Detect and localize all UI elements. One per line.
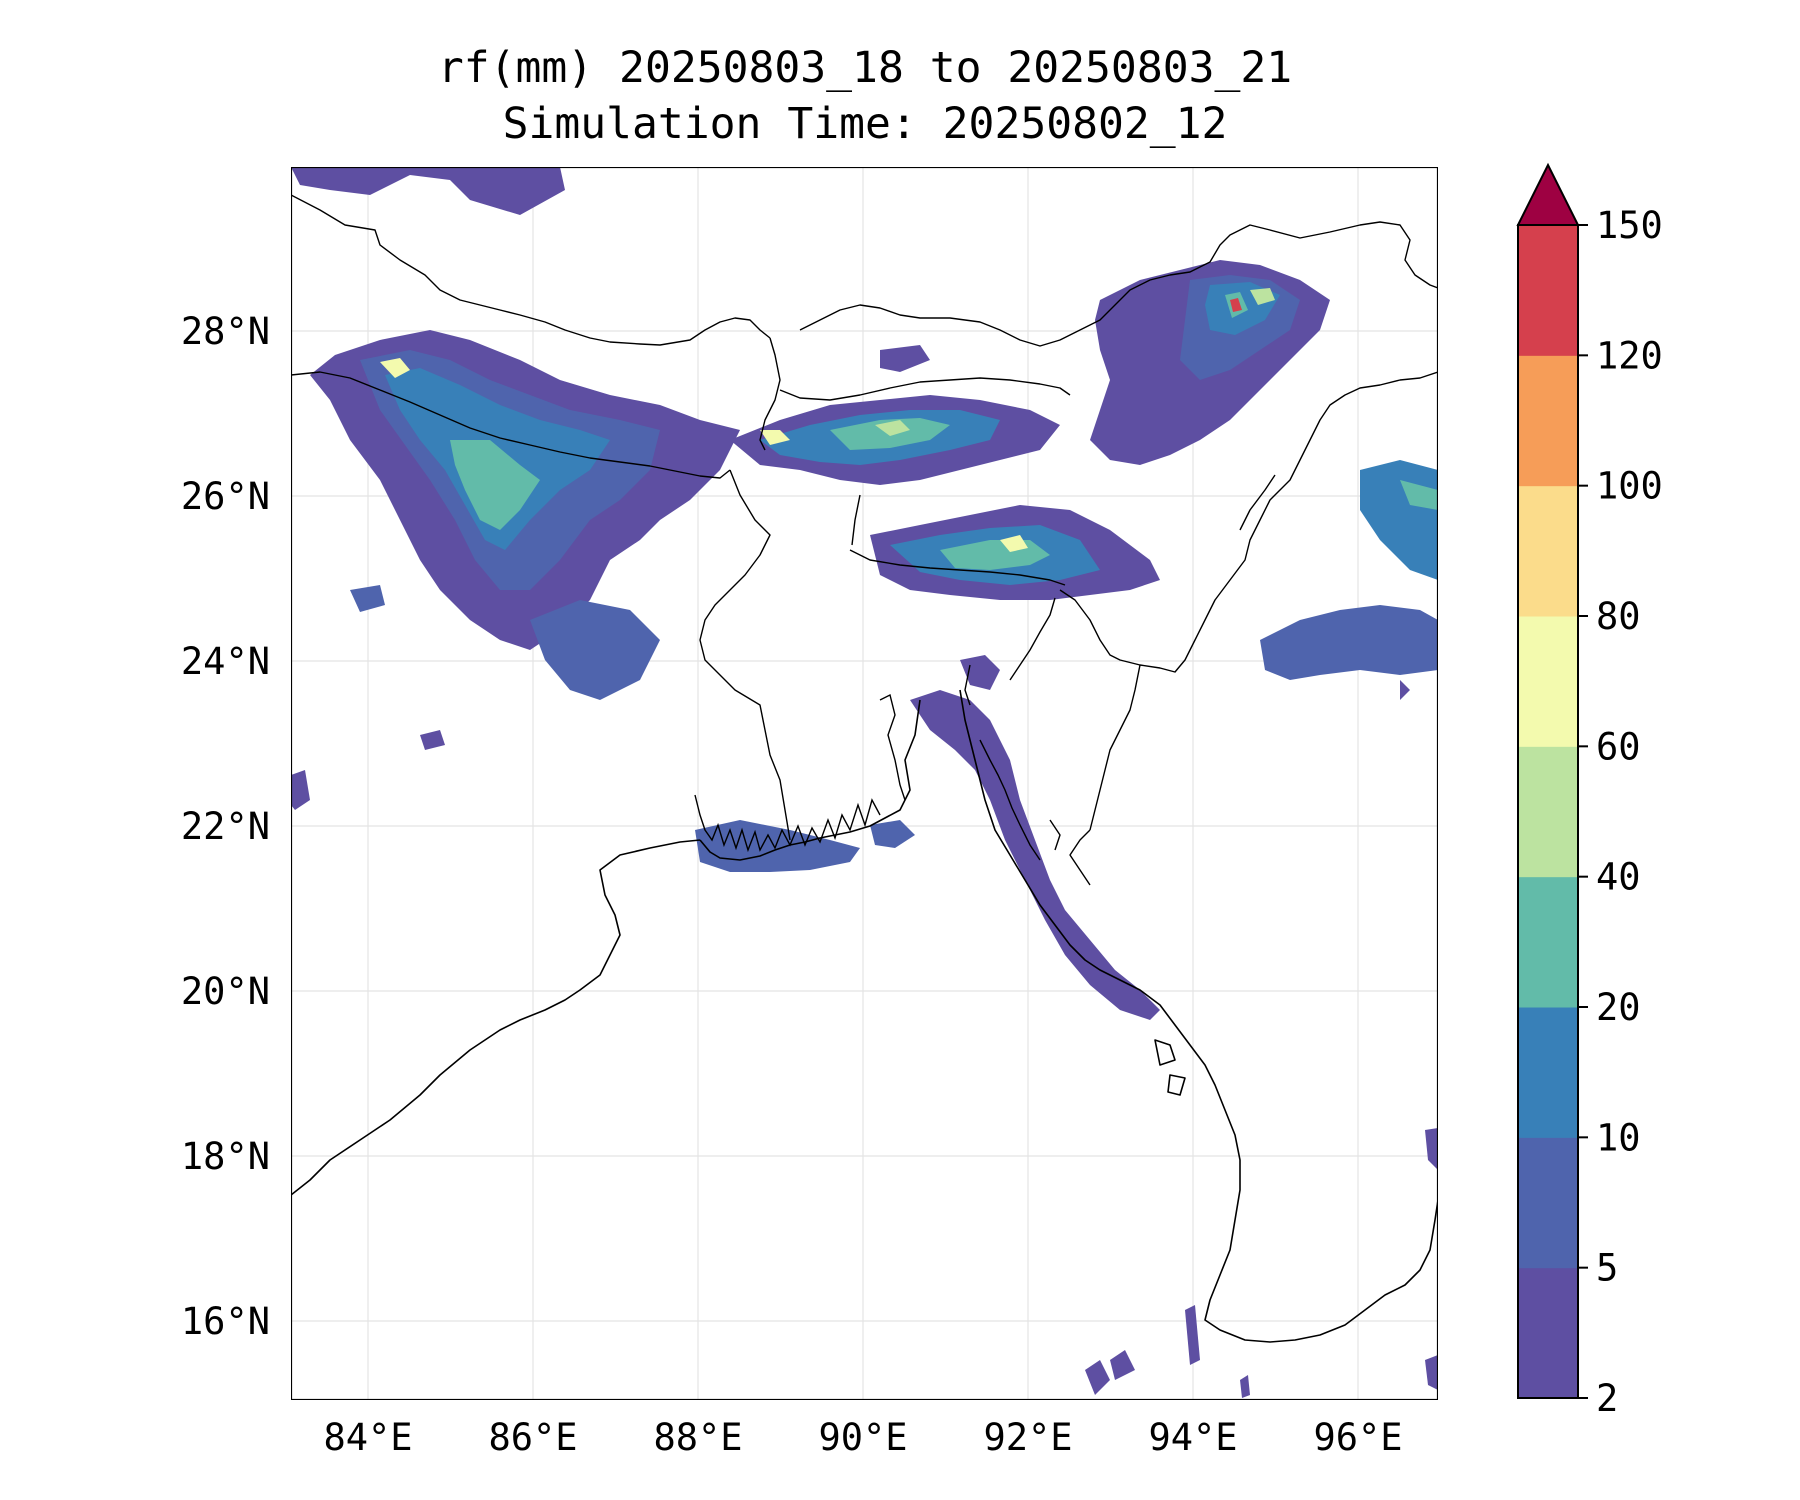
colorbar-bin <box>1518 746 1578 878</box>
colorbar-label: 40 <box>1596 856 1641 899</box>
colorbar-bin <box>1518 616 1578 747</box>
colorbar-bin <box>1518 1267 1578 1399</box>
x-tick-label: 84°E <box>323 1416 412 1459</box>
colorbar-extend-arrow <box>1516 162 1580 226</box>
colorbar-label: 80 <box>1596 595 1641 638</box>
colorbar-label: 100 <box>1596 465 1663 508</box>
colorbar-bin <box>1518 876 1578 1008</box>
y-tick-label: 24°N <box>181 640 270 683</box>
colorbar-bin <box>1518 1007 1578 1138</box>
colorbar-label: 5 <box>1596 1247 1618 1290</box>
x-tick-label: 96°E <box>1313 1416 1402 1459</box>
colorbar-label: 10 <box>1596 1116 1641 1159</box>
colorbar: 2 5 10 20 40 60 80 100 120 150 <box>1516 162 1663 1420</box>
x-tick-label: 94°E <box>1148 1416 1237 1459</box>
y-axis: 16°N 18°N 20°N 22°N 24°N 26°N 28°N <box>181 310 270 1343</box>
colorbar-bin <box>1518 225 1578 356</box>
colorbar-frame <box>1517 224 1579 1399</box>
title-line-2: Simulation Time: 20250802_12 <box>503 99 1228 149</box>
colorbar-label: 150 <box>1596 204 1663 247</box>
rainfall-field <box>291 167 1438 1398</box>
colorbar-label: 20 <box>1596 986 1641 1029</box>
map-panel <box>291 167 1438 1400</box>
coastline <box>291 689 1438 1343</box>
colorbar-label: 60 <box>1596 725 1641 768</box>
title-line-1: rf(mm) 20250803_18 to 20250803_21 <box>438 43 1292 93</box>
gridlines <box>291 167 1438 1400</box>
x-tick-label: 86°E <box>488 1416 577 1459</box>
y-tick-label: 22°N <box>181 805 270 848</box>
y-tick-label: 28°N <box>181 310 270 353</box>
y-tick-label: 16°N <box>181 1300 270 1343</box>
colorbar-label: 2 <box>1596 1377 1618 1420</box>
y-tick-label: 20°N <box>181 970 270 1013</box>
colorbar-bin <box>1518 1137 1578 1269</box>
y-tick-label: 26°N <box>181 475 270 518</box>
x-tick-label: 92°E <box>983 1416 1072 1459</box>
y-tick-label: 18°N <box>181 1135 270 1178</box>
x-tick-label: 90°E <box>818 1416 907 1459</box>
x-axis: 84°E 86°E 88°E 90°E 92°E 94°E 96°E <box>323 1416 1402 1459</box>
x-tick-label: 88°E <box>653 1416 742 1459</box>
colorbar-bin <box>1518 485 1578 617</box>
delta-coastline <box>694 693 1041 861</box>
country-borders <box>291 194 1438 886</box>
colorbar-bin <box>1518 355 1578 487</box>
colorbar-label: 120 <box>1596 334 1663 377</box>
